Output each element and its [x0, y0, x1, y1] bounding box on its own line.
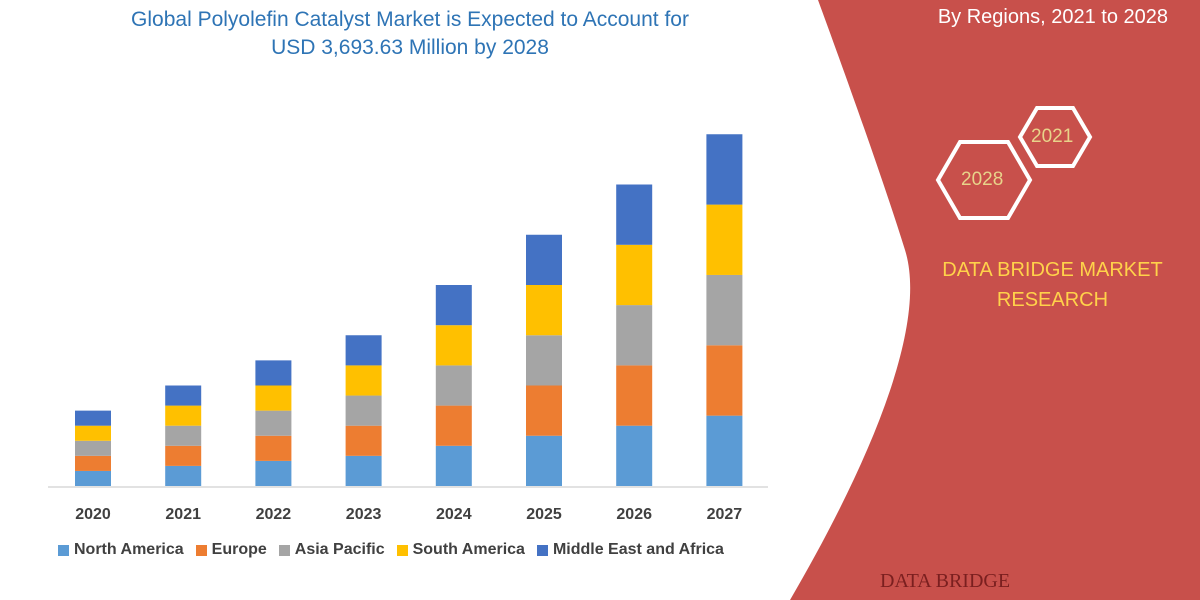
bar-south-america-2024: [435, 325, 472, 366]
legend-swatch: [278, 544, 290, 556]
bar-middle-east-and-africa-2022: [255, 360, 292, 386]
bar-europe-2025: [526, 385, 562, 436]
legend: North America Europe Asia Pacific South Ame…: [58, 541, 724, 559]
title-line-2: USD 3,693.63 Million by 2028: [271, 36, 549, 59]
bar-north-america-2020: [75, 470, 111, 486]
region-note: By Regions, 2021 to 2028: [937, 6, 1168, 28]
legend-item: North America: [58, 541, 184, 559]
bar-asia-pacific-2026: [616, 305, 653, 366]
bar-europe-2021: [165, 445, 202, 466]
hex-label-2028: 2028: [961, 169, 1004, 190]
bar-south-america-2026: [616, 244, 653, 306]
chart-title: Global Polyolefin Catalyst Market is Exp…: [60, 6, 760, 62]
x-tick-label: 2022: [256, 506, 292, 523]
x-tick-label: 2025: [526, 506, 562, 523]
legend-item: South America: [396, 541, 525, 559]
legend-item: Asia Pacific: [278, 541, 385, 559]
bar-middle-east-and-africa-2025: [526, 234, 562, 285]
bar-asia-pacific-2020: [75, 440, 111, 456]
legend-swatch: [536, 544, 548, 556]
legend-label: Europe: [211, 541, 267, 558]
legend-label: Asia Pacific: [294, 541, 385, 558]
bar-south-america-2020: [75, 425, 111, 441]
legend-label: South America: [412, 541, 525, 558]
logo: DATA BRIDGE: [880, 570, 1011, 592]
x-tick-label: 2020: [75, 506, 111, 523]
x-tick-label: 2026: [616, 506, 652, 523]
bar-middle-east-and-africa-2021: [165, 385, 202, 406]
bar-south-america-2023: [345, 365, 382, 396]
bar-asia-pacific-2022: [255, 410, 292, 436]
brand-text: DATA BRIDGE MARKET RESEARCH: [942, 259, 1163, 311]
bar-south-america-2027: [706, 204, 743, 275]
bar-north-america-2026: [616, 425, 653, 486]
x-tick-label: 2027: [707, 506, 743, 523]
legend-item: Europe: [195, 541, 267, 559]
red-side-panel: [790, 0, 1200, 600]
bar-middle-east-and-africa-2026: [616, 184, 653, 245]
bar-middle-east-and-africa-2023: [345, 335, 382, 366]
hexagon-2028: [935, 140, 1033, 220]
bar-north-america-2024: [435, 445, 472, 486]
bar-north-america-2021: [165, 465, 202, 486]
x-tick-label: 2023: [346, 506, 382, 523]
bar-middle-east-and-africa-2020: [75, 410, 111, 426]
legend-item: Middle East and Africa: [536, 541, 724, 559]
bar-asia-pacific-2024: [435, 365, 472, 406]
title-line-1: Global Polyolefin Catalyst Market is Exp…: [131, 8, 689, 31]
bar-europe-2022: [255, 435, 292, 461]
bar-south-america-2021: [165, 405, 202, 426]
x-tick-label: 2021: [165, 506, 201, 523]
bar-europe-2027: [706, 345, 743, 416]
legend-label: North America: [74, 541, 184, 558]
bar-north-america-2027: [706, 415, 743, 486]
bar-asia-pacific-2021: [165, 425, 202, 446]
bar-europe-2023: [345, 425, 382, 456]
bar-asia-pacific-2023: [345, 395, 382, 426]
x-tick-label: 2024: [436, 506, 472, 523]
bar-south-america-2022: [255, 385, 292, 411]
legend-swatch: [396, 544, 408, 556]
bar-south-america-2025: [526, 285, 562, 336]
hexagon-2021: [1017, 106, 1093, 168]
legend-swatch: [58, 544, 69, 556]
bar-north-america-2022: [255, 460, 292, 486]
bar-europe-2026: [616, 365, 653, 426]
bar-middle-east-and-africa-2024: [435, 285, 472, 326]
hex-label-2021: 2021: [1031, 126, 1074, 147]
bar-middle-east-and-africa-2027: [706, 134, 743, 205]
legend-swatch: [195, 544, 207, 556]
bar-asia-pacific-2027: [706, 274, 743, 346]
bar-north-america-2023: [345, 455, 382, 486]
bar-north-america-2025: [526, 435, 562, 486]
bar-europe-2020: [75, 455, 111, 471]
legend-label: Middle East and Africa: [552, 541, 724, 558]
bar-europe-2024: [435, 405, 472, 446]
bar-asia-pacific-2025: [526, 335, 562, 386]
